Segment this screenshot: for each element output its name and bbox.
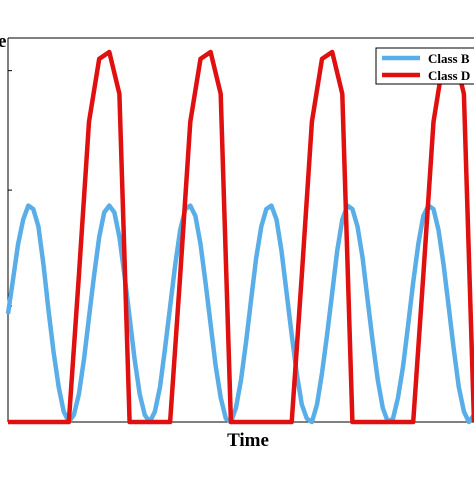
series-line-class-d xyxy=(8,49,474,425)
y-axis-label: e xyxy=(0,31,6,52)
legend: Class B Class D xyxy=(375,47,474,85)
legend-label-1: Class D xyxy=(428,68,470,83)
legend-box xyxy=(375,47,474,85)
legend-label-0: Class B xyxy=(428,51,470,66)
series-layer xyxy=(5,49,474,425)
x-axis-label: Time xyxy=(227,430,269,451)
series-line-class-b xyxy=(5,203,474,425)
